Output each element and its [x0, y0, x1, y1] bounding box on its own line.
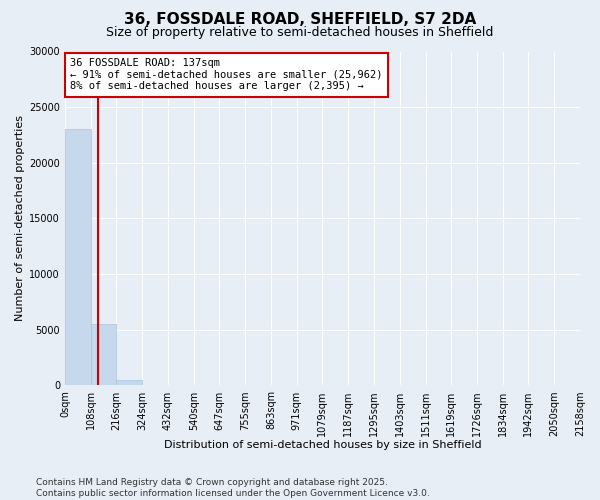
Text: Size of property relative to semi-detached houses in Sheffield: Size of property relative to semi-detach…	[106, 26, 494, 39]
Y-axis label: Number of semi-detached properties: Number of semi-detached properties	[15, 116, 25, 322]
Bar	[116, 380, 142, 386]
Bar	[91, 324, 116, 386]
Text: 36 FOSSDALE ROAD: 137sqm
← 91% of semi-detached houses are smaller (25,962)
8% o: 36 FOSSDALE ROAD: 137sqm ← 91% of semi-d…	[70, 58, 383, 92]
Text: 36, FOSSDALE ROAD, SHEFFIELD, S7 2DA: 36, FOSSDALE ROAD, SHEFFIELD, S7 2DA	[124, 12, 476, 28]
Text: Contains HM Land Registry data © Crown copyright and database right 2025.
Contai: Contains HM Land Registry data © Crown c…	[36, 478, 430, 498]
Bar	[142, 385, 168, 386]
Bar	[65, 130, 91, 386]
X-axis label: Distribution of semi-detached houses by size in Sheffield: Distribution of semi-detached houses by …	[164, 440, 481, 450]
